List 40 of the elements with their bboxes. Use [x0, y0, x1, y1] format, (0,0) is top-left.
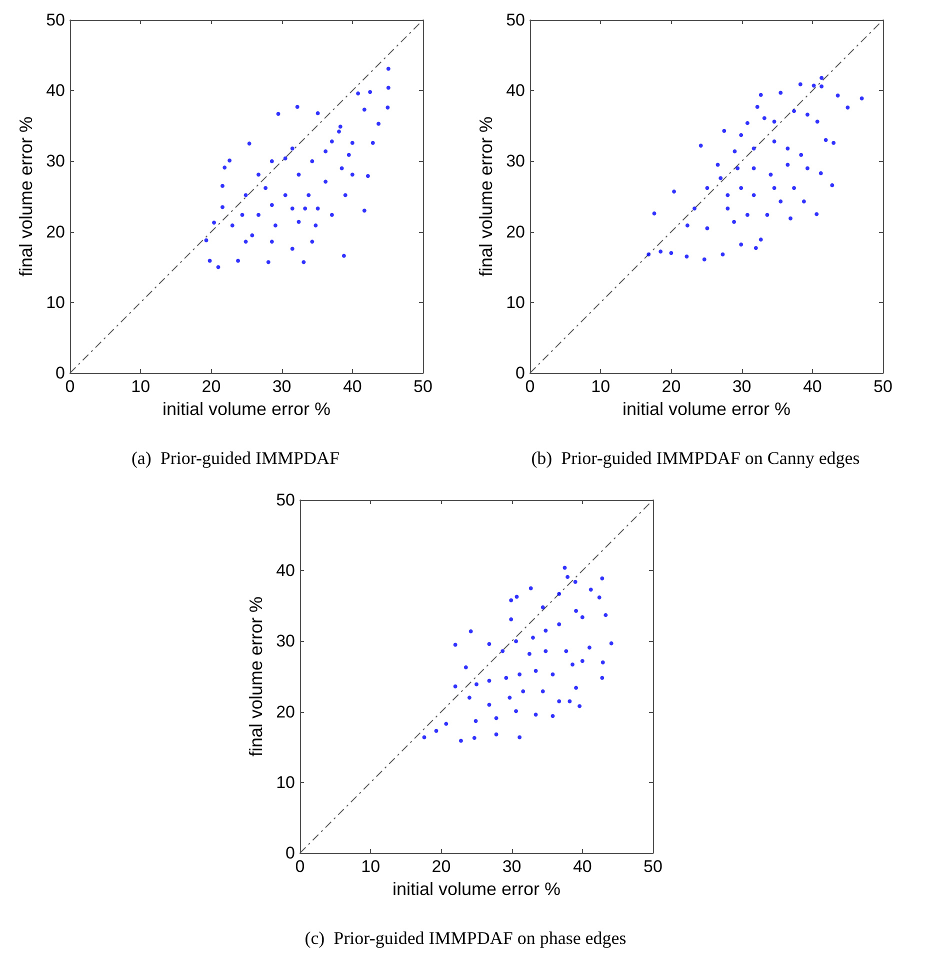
text: (c) Prior-guided IMMPDAF on phase edges	[304, 928, 626, 948]
x-tick-label: 20	[662, 377, 681, 396]
x-tick-label: 20	[202, 377, 221, 396]
y-tick-label: 0	[516, 364, 525, 382]
x-axis-title: initial volume error %	[392, 878, 561, 899]
x-tick-label: 50	[644, 857, 662, 876]
text: (a) Prior-guided IMMPDAF	[131, 448, 340, 468]
x-tick-label: 40	[572, 857, 592, 876]
x-axis-title: initial volume error %	[162, 398, 331, 419]
y-axis-title: final volume error %	[476, 116, 496, 277]
x-tick-label: 10	[131, 377, 150, 396]
x-axis-title: initial volume error %	[622, 398, 791, 419]
y-tick-label: 40	[276, 561, 295, 580]
text: (b) Prior-guided IMMPDAF on Canny edges	[531, 448, 860, 468]
y-axis-title: final volume error %	[246, 596, 266, 757]
y-tick-label: 30	[46, 152, 65, 171]
y-tick-label: 20	[46, 222, 65, 242]
x-tick-label: 10	[591, 377, 610, 396]
x-tick-label: 30	[732, 377, 752, 396]
y-tick-label: 30	[506, 152, 525, 171]
y-tick-label: 0	[56, 364, 65, 382]
y-tick-label: 10	[506, 292, 525, 312]
y-tick-label: 0	[286, 844, 295, 862]
y-tick-label: 40	[46, 81, 65, 100]
y-tick-label: 10	[276, 772, 295, 792]
x-tick-label: 40	[342, 377, 362, 396]
y-tick-label: 50	[276, 490, 295, 510]
y-tick-label: 10	[46, 292, 65, 312]
x-tick-label: 40	[802, 377, 822, 396]
y-tick-label: 50	[46, 10, 65, 30]
x-tick-label: 20	[432, 857, 451, 876]
y-tick-label: 40	[506, 81, 525, 100]
x-tick-label: 50	[874, 377, 892, 396]
x-tick-label: 10	[361, 857, 380, 876]
y-tick-label: 20	[506, 222, 525, 242]
x-tick-label: 50	[414, 377, 432, 396]
y-tick-label: 50	[506, 10, 525, 30]
y-tick-label: 30	[276, 632, 295, 651]
y-axis-title: final volume error %	[16, 116, 36, 277]
y-tick-label: 20	[276, 702, 295, 722]
